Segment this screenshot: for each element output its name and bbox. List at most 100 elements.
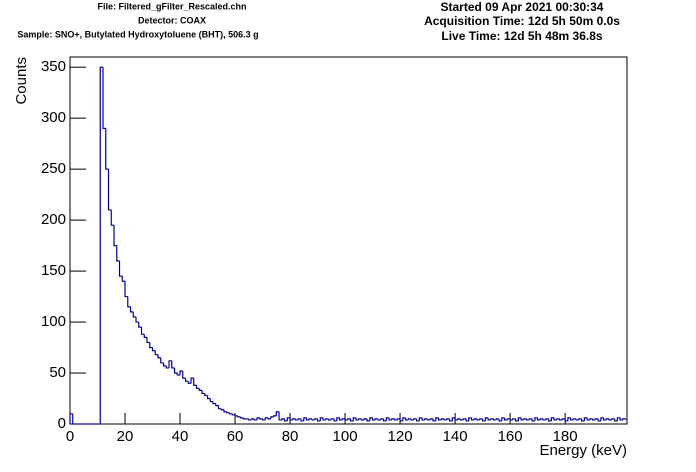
- histogram-bin: [517, 417, 522, 421]
- histogram-bin: [385, 417, 390, 421]
- histogram-bin: [198, 388, 203, 391]
- histogram-bin: [410, 418, 414, 421]
- histogram-bin: [234, 414, 238, 417]
- histogram-bin: [129, 306, 134, 313]
- histogram-bin: [567, 417, 571, 421]
- histogram-bin: [622, 418, 626, 420]
- histogram-bin: [330, 418, 335, 420]
- histogram-bin: [377, 418, 381, 421]
- histogram-bin: [190, 377, 194, 384]
- y-tick-label: 100: [41, 313, 66, 330]
- histogram-bin: [132, 311, 137, 318]
- histogram-bin: [193, 378, 197, 386]
- histogram-bin: [360, 418, 365, 421]
- histogram-bin: [484, 417, 489, 421]
- histogram-bin: [490, 418, 494, 420]
- histogram-bin: [470, 417, 475, 421]
- histogram-bin: [448, 418, 453, 422]
- histogram-bin: [212, 401, 216, 405]
- histogram-bin: [380, 418, 384, 420]
- histogram-bin: [69, 413, 73, 424]
- histogram-bin: [495, 418, 500, 420]
- histogram-bin: [308, 418, 313, 420]
- histogram-bin: [135, 316, 139, 323]
- histogram-bin: [121, 276, 126, 282]
- x-tick-label: 80: [282, 428, 299, 445]
- histogram-bin: [605, 418, 610, 420]
- histogram-bin: [259, 417, 263, 420]
- histogram-bin: [426, 418, 431, 421]
- histogram-bin: [333, 418, 337, 422]
- histogram-bin: [294, 418, 299, 421]
- histogram-bin: [118, 260, 123, 277]
- histogram-bin: [443, 418, 447, 421]
- histogram-bin: [165, 365, 170, 369]
- histogram-bin: [550, 417, 555, 421]
- histogram-bin: [248, 418, 252, 421]
- header-live: Live Time: 12d 5h 48m 36.8s: [441, 29, 603, 43]
- histogram-bin: [355, 417, 359, 421]
- histogram-bin: [349, 418, 354, 422]
- histogram-bin: [545, 418, 549, 420]
- histogram-bin: [570, 417, 574, 421]
- histogram-bin: [289, 417, 293, 421]
- histogram-bin: [393, 418, 398, 421]
- histogram-bin: [501, 417, 505, 421]
- histogram-bin: [270, 416, 274, 419]
- y-tick-label: 50: [49, 364, 66, 381]
- histogram-bin: [107, 169, 112, 211]
- histogram-bin: [424, 418, 428, 420]
- histogram-bin: [396, 418, 401, 420]
- histogram-bin: [515, 418, 519, 422]
- x-axis-label: Energy (keV): [539, 442, 627, 459]
- histogram-bin: [140, 327, 145, 335]
- histogram-bin: [336, 417, 340, 421]
- histogram-bin: [168, 360, 172, 368]
- histogram-bin: [429, 418, 434, 420]
- x-tick-label: 40: [172, 428, 189, 445]
- histogram-bin: [531, 418, 535, 422]
- histogram-bin: [267, 417, 271, 420]
- histogram-bin: [250, 418, 255, 420]
- histogram-bin: [539, 418, 544, 420]
- histogram-bin: [451, 417, 456, 421]
- histogram-bin: [481, 418, 486, 422]
- histogram-bin: [272, 415, 277, 417]
- histogram-bin: [564, 418, 568, 422]
- histogram-bin: [506, 418, 511, 420]
- histogram-bin: [195, 385, 200, 389]
- histogram-bin: [347, 418, 351, 420]
- histogram-bin: [369, 417, 373, 421]
- histogram-bin: [124, 281, 128, 298]
- histogram-bin: [459, 418, 464, 421]
- histogram-bin: [176, 373, 181, 376]
- histogram-bin: [374, 418, 379, 420]
- histogram-bin: [99, 66, 104, 424]
- histogram-bin: [275, 411, 280, 416]
- histogram-bin: [578, 418, 582, 420]
- histogram-bin: [297, 418, 302, 420]
- histogram-bin: [520, 417, 524, 421]
- histogram-bin: [534, 417, 538, 421]
- histogram-bin: [454, 417, 458, 421]
- histogram-bin: [432, 418, 436, 422]
- histogram-bin: [592, 418, 596, 421]
- histogram-bin: [512, 418, 516, 420]
- x-tick-label: 100: [333, 428, 358, 445]
- histogram-bin: [553, 417, 557, 421]
- plot-frame: [69, 56, 628, 425]
- histogram-bin: [113, 225, 117, 247]
- histogram-bin: [242, 417, 247, 420]
- histogram-bin: [589, 418, 593, 420]
- histogram-bin: [575, 418, 579, 421]
- histogram-bin: [492, 418, 497, 421]
- histogram-bin: [338, 417, 343, 421]
- histogram-bin: [415, 418, 420, 422]
- histogram-bin: [325, 418, 329, 420]
- histogram-bin: [498, 418, 502, 422]
- histogram-bin: [572, 418, 577, 420]
- histogram-bin: [586, 417, 590, 421]
- histogram-bin: [468, 417, 472, 421]
- histogram-bin: [404, 417, 409, 421]
